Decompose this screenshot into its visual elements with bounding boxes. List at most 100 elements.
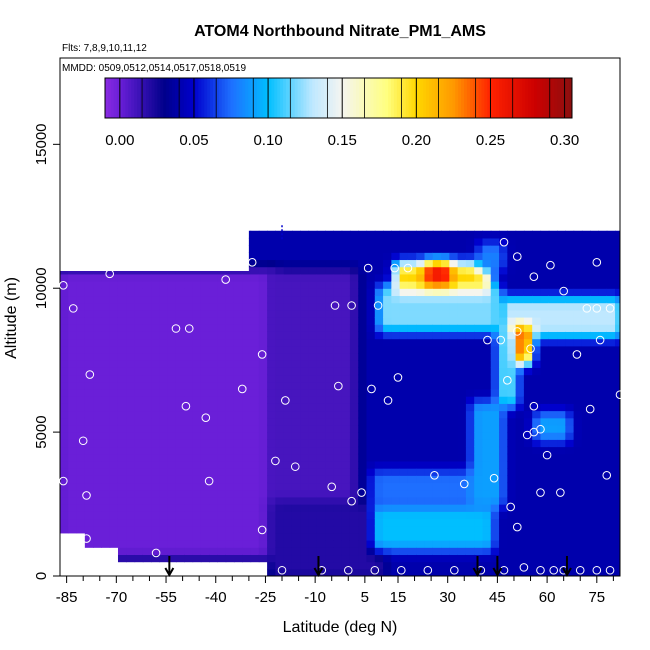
x-tick-label: -55: [155, 589, 177, 606]
field-cell: [482, 309, 492, 318]
field-cell: [349, 388, 359, 397]
field-cell: [60, 489, 69, 498]
field-cell: [540, 561, 550, 570]
field-cell: [432, 252, 442, 261]
field-cell: [275, 345, 285, 354]
field-cell: [159, 331, 169, 340]
field-cell: [407, 568, 417, 576]
field-cell: [515, 446, 525, 455]
field-cell: [333, 561, 343, 570]
field-cell: [151, 245, 161, 253]
field-cell: [275, 432, 285, 440]
field-cell: [598, 432, 608, 440]
field-cell: [515, 453, 525, 462]
field-cell: [474, 460, 484, 469]
field-cell: [126, 396, 136, 404]
field-cell: [93, 230, 103, 239]
colorbar-segment: [320, 78, 325, 118]
colorbar-segment: [248, 78, 252, 118]
field-cell: [557, 266, 566, 275]
field-cell: [581, 237, 591, 246]
field-cell: [565, 230, 575, 239]
field-cell: [449, 374, 459, 383]
field-cell: [548, 302, 558, 311]
field-cell: [184, 396, 194, 404]
field-cell: [465, 475, 475, 484]
field-cell: [283, 439, 293, 448]
field-cell: [465, 259, 475, 268]
field-cell: [159, 252, 169, 261]
field-cell: [358, 532, 368, 541]
colorbar-segment: [151, 78, 156, 118]
field-cell: [60, 281, 69, 289]
field-cell: [300, 446, 310, 455]
colorbar-tick-label: 0.15: [328, 132, 357, 149]
field-cell: [349, 237, 359, 246]
colorbar-segment: [353, 78, 357, 118]
field-cell: [590, 453, 600, 462]
field-cell: [217, 381, 227, 390]
field-cell: [606, 388, 616, 397]
field-cell: [200, 237, 210, 246]
field-cell: [532, 547, 542, 556]
field-cell: [598, 317, 608, 325]
field-cell: [308, 453, 318, 462]
field-cell: [490, 504, 500, 512]
field-cell: [184, 317, 194, 325]
field-cell: [590, 432, 600, 440]
field-cell: [151, 331, 161, 340]
field-cell: [565, 410, 575, 419]
field-cell: [109, 324, 119, 332]
field-cell: [523, 504, 533, 512]
field-cell: [391, 568, 401, 576]
field-cell: [590, 417, 600, 426]
field-cell: [424, 352, 434, 361]
field-cell: [432, 460, 442, 469]
field-cell: [68, 504, 78, 512]
field-cell: [192, 547, 202, 556]
field-cell: [565, 338, 575, 347]
field-cell: [391, 439, 401, 448]
field-cell: [333, 554, 343, 563]
field-cell: [325, 302, 334, 311]
field-cell: [383, 259, 392, 268]
field-cell: [60, 324, 69, 332]
field-cell: [233, 345, 243, 354]
field-cell: [93, 245, 103, 253]
field-cell: [383, 281, 392, 289]
field-cell: [358, 396, 368, 404]
field-cell: [167, 281, 177, 289]
field-cell: [565, 518, 575, 527]
field-cell: [167, 273, 177, 282]
field-cell: [175, 288, 185, 297]
field-cell: [581, 273, 591, 282]
field-cell: [126, 532, 136, 541]
field-cell: [84, 259, 94, 268]
field-cell: [142, 496, 152, 505]
field-cell: [374, 295, 384, 304]
field-cell: [250, 417, 260, 426]
colorbar-segment: [265, 78, 269, 118]
field-cell: [499, 532, 508, 541]
field-cell: [573, 468, 583, 476]
field-cell: [225, 547, 235, 556]
field-cell: [192, 367, 202, 376]
field-cell: [565, 561, 575, 570]
field-cell: [399, 281, 409, 289]
colorbar-segment: [125, 78, 129, 118]
field-cell: [209, 540, 218, 548]
field-cell: [507, 468, 517, 476]
field-cell: [308, 245, 318, 253]
field-cell: [557, 554, 566, 563]
colorbar-segment: [142, 78, 147, 118]
observation-point: [489, 473, 499, 483]
field-cell: [590, 496, 600, 505]
field-cell: [474, 504, 484, 512]
field-cell: [374, 396, 384, 404]
field-cell: [465, 381, 475, 390]
field-cell: [283, 540, 293, 548]
field-cell: [424, 453, 434, 462]
field-cell: [68, 489, 78, 498]
observation-point: [204, 476, 214, 486]
field-cell: [532, 453, 542, 462]
